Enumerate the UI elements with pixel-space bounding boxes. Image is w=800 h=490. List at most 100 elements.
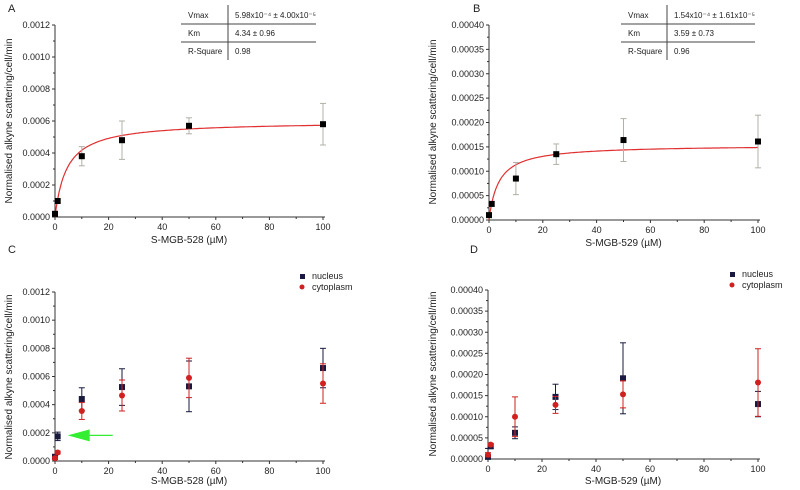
- x-tick-label: 80: [699, 464, 709, 474]
- x-tick-label: 60: [645, 225, 655, 235]
- x-tick-label: 60: [211, 222, 221, 232]
- y-axis-label: Normalised alkyne scattering/cell/min: [4, 38, 15, 203]
- table-param: R-Square: [628, 47, 663, 56]
- y-tick-label: 0.0012: [22, 287, 50, 297]
- x-tick-label: 20: [104, 466, 114, 476]
- y-tick-label: 0.0002: [22, 180, 50, 190]
- y-tick-label: 0.00010: [451, 166, 484, 176]
- data-point: [320, 380, 326, 387]
- y-tick-label: 0.0006: [22, 116, 50, 126]
- data-point: [186, 122, 192, 129]
- data-point: [119, 392, 125, 399]
- panel-a: A 0 20 40 60 80 100 0.0000 0.0002 0.0004 0.0006 0.0…: [4, 3, 331, 246]
- legend-label: cytoplasm: [312, 282, 353, 292]
- y-tick-label: 0.0002: [22, 428, 50, 438]
- x-tick-label: 100: [315, 222, 330, 232]
- y-tick-label: 0.0010: [22, 52, 50, 62]
- y-tick-label: 0.0008: [22, 343, 50, 353]
- data-point: [552, 401, 559, 408]
- x-axis-label: S-MGB-529 (µM): [585, 238, 661, 249]
- x-tick-label: 80: [699, 225, 709, 235]
- data-point: [119, 137, 125, 144]
- data-point: [52, 455, 58, 462]
- x-tick-label: 0: [485, 464, 490, 474]
- panel-d: D 0 20 40 60 80 100 0.00000 0.00005 0.00010 0.0001…: [428, 244, 783, 487]
- data-point: [54, 433, 61, 440]
- legend-marker: [730, 272, 735, 277]
- legend-marker: [300, 274, 305, 279]
- panel-b: B 0 20 40 60 80 100 0.00000 0.00005 0.00010 0.0001…: [428, 3, 766, 249]
- data-point: [320, 121, 326, 128]
- y-tick-label: 0.00030: [451, 69, 484, 79]
- data-point: [486, 212, 492, 219]
- data-point: [54, 449, 61, 456]
- panel-label: A: [8, 3, 16, 15]
- x-tick-label: 40: [591, 464, 601, 474]
- x-tick-label: 100: [750, 225, 765, 235]
- y-tick-label: 0.0012: [22, 20, 50, 30]
- data-point: [620, 391, 626, 398]
- data-point: [487, 441, 494, 448]
- y-tick-label: 0.0004: [22, 148, 50, 158]
- y-tick-label: 0.00035: [451, 44, 484, 54]
- legend-label: nucleus: [742, 269, 774, 279]
- data-point: [52, 210, 58, 217]
- y-tick-label: 0.00000: [451, 215, 484, 225]
- x-tick-label: 20: [538, 225, 548, 235]
- y-tick-label: 0.00040: [451, 20, 484, 30]
- data-point: [620, 375, 626, 382]
- x-tick-label: 100: [315, 466, 330, 476]
- y-tick-label: 0.0006: [22, 372, 50, 382]
- table-value: 5.98x10⁻⁴ ± 4.00x10⁻⁵: [235, 11, 316, 20]
- y-tick-label: 0.00000: [450, 454, 483, 464]
- y-tick-label: 0.00030: [450, 327, 483, 337]
- table-param: Km: [188, 29, 200, 38]
- x-tick-label: 0: [52, 466, 57, 476]
- x-tick-label: 80: [264, 466, 274, 476]
- table-value: 4.34 ± 0.96: [235, 29, 276, 38]
- y-tick-label: 0.00025: [450, 348, 483, 358]
- table-value: 0.98: [235, 47, 251, 56]
- table-param: R-Square: [188, 47, 223, 56]
- y-axis-label: Normalised alkyne scattering/cell/min: [428, 39, 439, 204]
- panel-c: C 0 20 40 60 80 100 0.0000 0.0002 0.0004 0.0006 0.0…: [4, 244, 353, 487]
- y-tick-label: 0.00015: [450, 391, 483, 401]
- legend-label: nucleus: [312, 271, 344, 281]
- table-value: 0.96: [674, 47, 690, 56]
- table-value: 3.59 ± 0.73: [674, 29, 715, 38]
- y-tick-label: 0.00020: [451, 118, 484, 128]
- y-tick-label: 0.00015: [451, 142, 484, 152]
- x-tick-label: 40: [592, 225, 602, 235]
- y-tick-label: 0.00005: [450, 433, 483, 443]
- data-point: [186, 374, 192, 381]
- data-point: [620, 137, 627, 144]
- x-tick-label: 60: [211, 466, 221, 476]
- data-point: [488, 200, 495, 207]
- x-tick-label: 0: [52, 222, 57, 232]
- legend-marker: [299, 284, 305, 290]
- y-axis-label: Normalised alkyne scattering/cell/min: [428, 291, 439, 456]
- data-point: [755, 379, 761, 386]
- y-tick-label: 0.00020: [450, 370, 483, 380]
- legend-marker: [729, 282, 735, 288]
- y-tick-label: 0.00025: [451, 93, 484, 103]
- x-tick-label: 40: [157, 222, 167, 232]
- x-axis-label: S-MGB-528 (µM): [151, 235, 227, 246]
- y-tick-label: 0.00005: [451, 191, 484, 201]
- annotation-arrow-head: [67, 429, 90, 442]
- fit-curve: [54, 124, 323, 218]
- y-tick-label: 0.0000: [22, 212, 50, 222]
- x-tick-label: 80: [264, 222, 274, 232]
- table-value: 1.54x10⁻⁴ ± 1.61x10⁻⁵: [674, 11, 755, 20]
- data-point: [512, 413, 518, 420]
- y-tick-label: 0.00035: [450, 306, 483, 316]
- x-axis-label: S-MGB-529 (µM): [585, 476, 661, 487]
- panel-label: B: [473, 3, 480, 15]
- x-tick-label: 40: [157, 466, 167, 476]
- table-param: Vmax: [628, 11, 648, 20]
- data-point: [512, 175, 519, 182]
- data-point: [78, 153, 85, 160]
- table-param: Km: [628, 29, 640, 38]
- y-tick-label: 0.0004: [22, 400, 50, 410]
